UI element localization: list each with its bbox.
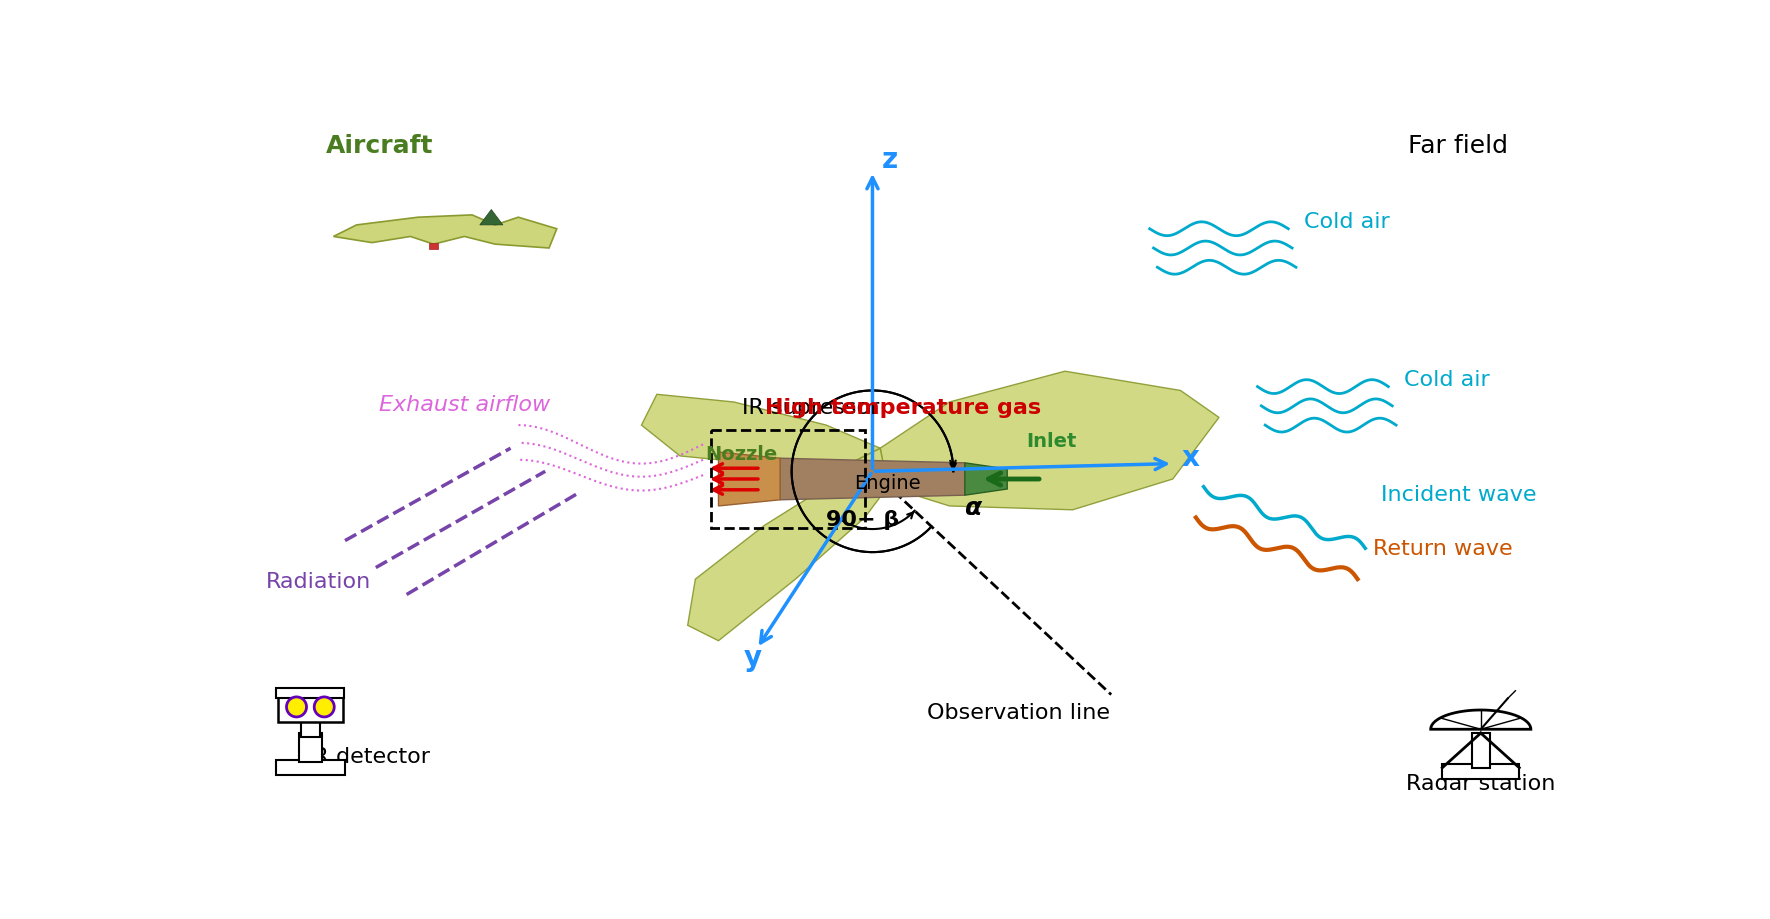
Polygon shape: [965, 463, 1007, 495]
Bar: [1443, 764, 1519, 779]
Text: Exhaust airflow: Exhaust airflow: [379, 394, 550, 414]
Bar: [712, 431, 866, 528]
Bar: [299, 733, 322, 763]
Text: Return wave: Return wave: [1374, 539, 1513, 559]
Polygon shape: [781, 459, 965, 500]
Polygon shape: [641, 395, 880, 464]
Circle shape: [287, 698, 306, 717]
Text: x: x: [1182, 444, 1200, 471]
Bar: [1471, 733, 1490, 768]
Text: Cold air: Cold air: [1304, 211, 1389, 232]
Polygon shape: [880, 372, 1220, 510]
Text: α: α: [965, 495, 981, 519]
Text: Aircraft: Aircraft: [326, 133, 434, 157]
FancyBboxPatch shape: [276, 688, 343, 698]
Text: Inlet: Inlet: [1027, 432, 1076, 450]
Polygon shape: [689, 448, 889, 641]
Text: 90− β: 90− β: [827, 509, 899, 529]
Text: Incident wave: Incident wave: [1381, 485, 1536, 505]
Polygon shape: [333, 216, 558, 249]
Text: Far field: Far field: [1407, 133, 1508, 157]
Text: z: z: [881, 146, 897, 174]
Text: Observation line: Observation line: [927, 702, 1110, 722]
Bar: [428, 244, 439, 249]
Text: Nozzle: Nozzle: [706, 445, 777, 464]
Text: y: y: [743, 643, 763, 672]
Polygon shape: [719, 452, 781, 506]
Text: High temperature gas: High temperature gas: [765, 397, 1041, 417]
Text: Radiation: Radiation: [266, 572, 370, 591]
Circle shape: [315, 698, 335, 717]
Bar: [278, 695, 343, 721]
Text: Engine: Engine: [855, 474, 920, 493]
Bar: [276, 760, 345, 776]
Text: IR detector: IR detector: [306, 746, 430, 766]
Polygon shape: [480, 210, 503, 226]
Polygon shape: [1430, 710, 1531, 730]
Text: IR supressor: IR supressor: [742, 397, 880, 417]
Bar: [301, 714, 320, 737]
Text: Radar station: Radar station: [1405, 773, 1556, 793]
Text: Cold air: Cold air: [1404, 369, 1490, 390]
